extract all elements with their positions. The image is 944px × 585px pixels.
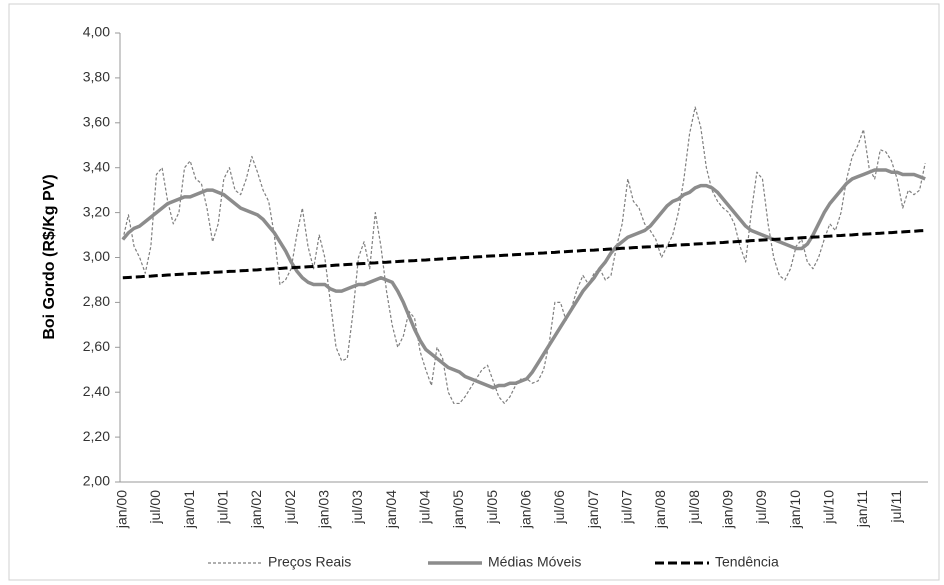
x-tick-label: jan/02 <box>248 490 264 529</box>
x-tick-label: jul/03 <box>349 490 365 525</box>
y-tick-label: 2,00 <box>83 473 110 489</box>
x-tick-label: jan/10 <box>787 490 803 529</box>
x-tick-label: jul/11 <box>888 490 904 524</box>
y-tick-label: 3,80 <box>83 69 110 85</box>
y-tick-label: 4,00 <box>83 24 110 40</box>
x-tick-label: jul/05 <box>484 490 500 525</box>
y-tick-label: 2,80 <box>83 293 110 309</box>
x-tick-label: jan/03 <box>316 490 332 529</box>
y-tick-label: 3,40 <box>83 158 110 174</box>
x-tick-label: jan/05 <box>450 490 466 529</box>
x-tick-label: jul/00 <box>147 490 163 525</box>
x-tick-label: jul/01 <box>215 490 231 525</box>
y-axis-title: Boi Gordo (R$/Kg PV) <box>41 174 58 339</box>
legend-label: Médias Móveis <box>488 554 581 570</box>
x-tick-label: jul/09 <box>753 490 769 525</box>
x-tick-label: jul/08 <box>686 490 702 525</box>
x-tick-label: jul/02 <box>282 490 298 525</box>
y-tick-label: 2,60 <box>83 338 110 354</box>
y-tick-label: 3,00 <box>83 248 110 264</box>
series-line <box>122 229 926 280</box>
x-tick-label: jul/04 <box>417 490 433 525</box>
series-line <box>121 168 926 390</box>
y-tick-label: 2,40 <box>83 383 110 399</box>
chart-border <box>8 3 940 581</box>
x-tick-label: jul/07 <box>619 490 635 525</box>
y-tick-label: 2,20 <box>83 428 110 444</box>
x-tick-label: jan/06 <box>518 490 534 529</box>
x-tick-label: jan/07 <box>585 490 601 529</box>
x-tick-label: jan/09 <box>720 490 736 529</box>
x-tick-label: jul/10 <box>821 490 837 525</box>
x-tick-label: jan/01 <box>181 490 197 529</box>
x-tick-label: jul/06 <box>551 490 567 525</box>
y-tick-label: 3,60 <box>83 114 110 130</box>
y-tick-label: 3,20 <box>83 203 110 219</box>
x-tick-label: jan/00 <box>114 490 130 529</box>
legend-label: Preços Reais <box>268 554 351 570</box>
legend-label: Tendência <box>715 554 779 570</box>
x-tick-label: jan/11 <box>854 490 870 528</box>
x-tick-label: jan/08 <box>652 490 668 529</box>
x-tick-label: jan/04 <box>383 490 399 529</box>
